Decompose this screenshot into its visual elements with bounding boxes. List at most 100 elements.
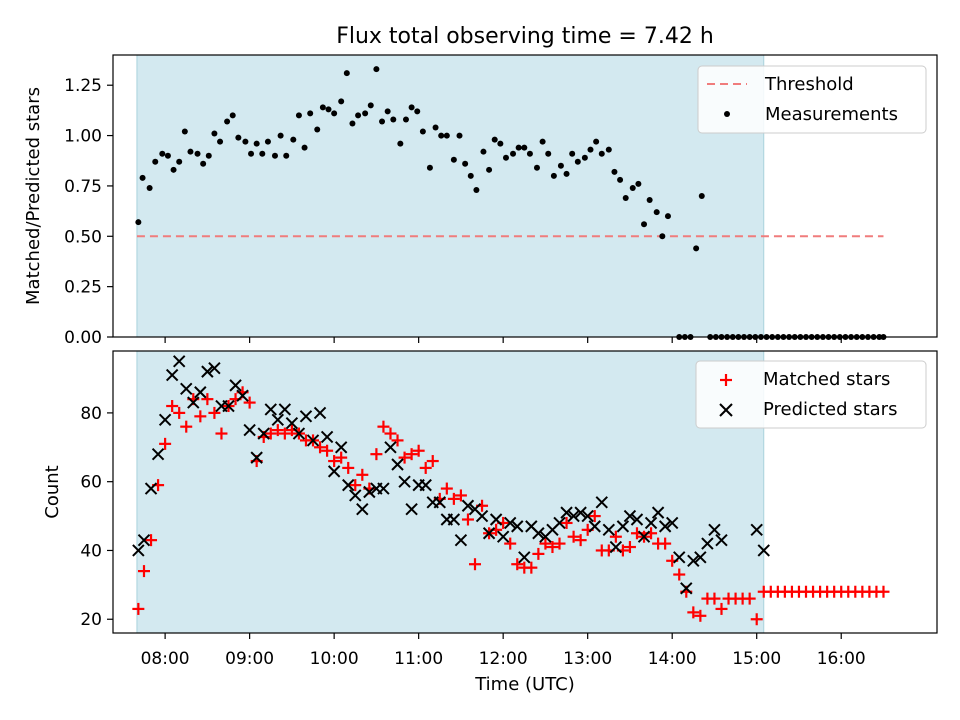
measurement-point — [176, 158, 183, 165]
bottom-legend: Matched stars Predicted stars — [695, 360, 927, 429]
predicted-star-point — [482, 527, 496, 540]
matched-star-point — [132, 602, 145, 615]
measurement-point — [502, 154, 509, 161]
measurement-point — [641, 221, 648, 228]
measurement-point — [462, 160, 469, 167]
measurement-point — [438, 132, 445, 139]
measurement-point — [598, 150, 605, 157]
measurement-point — [319, 104, 326, 111]
predicted-star-point — [518, 551, 531, 564]
matched-star-point — [511, 558, 524, 571]
bottom-x-ticks: 08:00 09:00 10:00 11:00 12:00 13:00 14:00 15:00… — [141, 633, 866, 669]
predicted-star-point — [384, 441, 397, 454]
measurement-point — [617, 176, 624, 183]
bottom-panel: 20 40 60 80 08:00 09:00 10:00 11:00 12:00 13:00 1… — [42, 350, 938, 695]
predicted-star-point — [132, 544, 145, 557]
measurement-point — [587, 146, 594, 153]
measurement-point — [181, 128, 188, 135]
matched-star-point — [377, 420, 390, 433]
matched-star-point — [447, 492, 460, 505]
measurement-point — [325, 106, 332, 113]
measurement-point — [698, 193, 705, 199]
measurement-point — [545, 150, 552, 157]
predicted-star-point — [581, 509, 594, 523]
measurement-point — [622, 195, 629, 202]
measurement-point — [450, 156, 457, 163]
measurement-point — [349, 120, 356, 127]
measurement-point — [331, 110, 338, 117]
measurement-point — [605, 146, 612, 153]
matched-star-point — [314, 441, 327, 454]
predicted-star-point — [208, 361, 221, 375]
matched-star-point — [461, 513, 474, 526]
measurement-point — [574, 158, 581, 165]
predicted-star-point — [342, 478, 355, 492]
measurement-point — [539, 138, 546, 145]
measurement-point — [414, 108, 421, 115]
predicted-star-point — [595, 496, 608, 509]
measurement-point — [569, 150, 576, 157]
predicted-star-point — [187, 396, 200, 409]
measurement-point — [205, 152, 212, 159]
legend-predicted-label: Predicted stars — [763, 399, 897, 420]
predicted-star-point — [151, 447, 165, 461]
predicted-star-point — [496, 530, 510, 543]
x-axis-label: Time (UTC) — [474, 674, 575, 695]
measurement-point — [355, 112, 362, 119]
top-y-ticks: 0.00 0.25 0.50 0.75 1.00 1.25 — [64, 76, 113, 348]
y-tick-label: 80 — [80, 404, 102, 424]
measurement-point — [432, 124, 439, 131]
measurement-point — [229, 112, 236, 119]
measurement-point — [593, 138, 600, 145]
matched-star-point — [271, 424, 284, 437]
measurement-point — [497, 140, 504, 147]
matched-star-point — [560, 516, 573, 529]
measurement-point — [486, 166, 493, 173]
measurement-point — [443, 132, 450, 139]
x-tick-label: 16:00 — [817, 649, 866, 669]
bottom-axes-frame — [112, 350, 938, 634]
legend-matched-label: Matched stars — [763, 369, 890, 390]
y-tick-label: 0.75 — [64, 177, 102, 197]
matched-star-point — [468, 558, 481, 571]
bottom-legend-box — [695, 360, 927, 429]
matched-star-point — [194, 410, 207, 423]
matched-star-point — [715, 602, 728, 615]
matched-star-point — [574, 534, 587, 547]
y-tick-label: 0.25 — [64, 278, 102, 298]
measurement-point — [211, 130, 218, 137]
predicted-star-point — [285, 417, 299, 430]
predicted-star-point — [560, 506, 573, 519]
measurement-point — [253, 140, 260, 147]
predicted-star-point — [602, 523, 616, 537]
predicted-star-point — [673, 551, 686, 564]
measurement-point — [307, 110, 314, 117]
x-tick-label: 10:00 — [310, 649, 359, 669]
predicted-star-point — [489, 513, 503, 526]
predicted-star-point — [165, 368, 179, 382]
predicted-star-point — [278, 403, 292, 416]
measurement-point — [581, 154, 588, 161]
matched-star-point — [349, 479, 362, 492]
predicted-star-point — [757, 544, 770, 557]
top-x-ticks — [164, 337, 842, 343]
matched-star-point — [588, 510, 601, 523]
measurement-point — [194, 150, 201, 157]
predicted-star-point — [271, 413, 285, 426]
matched-star-point — [694, 609, 707, 622]
measurement-point — [248, 150, 255, 157]
predicted-star-point — [391, 458, 404, 471]
x-tick-label: 11:00 — [394, 649, 443, 669]
top-panel: 0.00 0.25 0.50 0.75 1.00 1.25 Matched/Predict… — [23, 54, 938, 348]
matched-star-point — [278, 427, 291, 440]
predicted-star-point — [201, 365, 214, 378]
legend-matched-swatch — [720, 374, 732, 386]
observing-interval-shade-top — [136, 54, 765, 338]
measurement-point — [402, 116, 409, 123]
measurement-point — [187, 148, 194, 155]
predicted-star-point — [454, 533, 468, 547]
measurement-point — [290, 136, 297, 143]
measurement-point — [659, 233, 666, 240]
measurement-point — [217, 138, 224, 145]
measurement-point — [557, 162, 564, 169]
